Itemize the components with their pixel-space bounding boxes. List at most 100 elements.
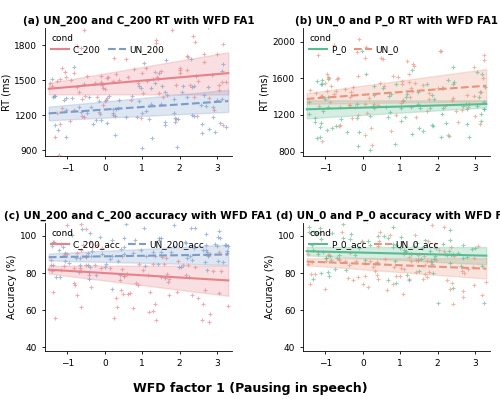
Point	[109, 112, 117, 118]
Point	[313, 78, 321, 85]
Point	[80, 81, 88, 88]
Point	[419, 276, 427, 282]
Point	[424, 238, 432, 244]
Point	[204, 24, 212, 30]
Point	[135, 98, 143, 104]
Point	[60, 69, 68, 75]
Point	[124, 291, 132, 297]
Legend: C_200, UN_200: C_200, UN_200	[50, 32, 166, 56]
Point	[458, 107, 466, 113]
Point	[215, 290, 223, 296]
Point	[374, 233, 382, 239]
Point	[152, 37, 160, 43]
Point	[118, 266, 126, 273]
Point	[72, 43, 80, 49]
Point	[54, 127, 62, 133]
Point	[73, 250, 81, 256]
Point	[183, 94, 191, 100]
Point	[356, 129, 364, 135]
Point	[425, 269, 433, 275]
Point	[61, 257, 69, 264]
Point	[334, 76, 342, 83]
Point	[340, 86, 348, 93]
Point	[78, 225, 86, 232]
Point	[200, 59, 207, 65]
Point	[154, 261, 162, 267]
Point	[354, 73, 362, 79]
Point	[347, 231, 355, 237]
Point	[126, 97, 134, 103]
Point	[386, 231, 394, 238]
Point	[318, 93, 326, 99]
Point	[137, 115, 145, 121]
Point	[76, 109, 84, 116]
Point	[414, 101, 422, 107]
Point	[56, 274, 64, 280]
Point	[120, 273, 128, 279]
Point	[200, 301, 207, 308]
Point	[336, 122, 344, 128]
Point	[100, 98, 108, 105]
Point	[346, 102, 354, 109]
Point	[420, 253, 428, 259]
Point	[97, 73, 105, 79]
Point	[214, 51, 222, 57]
Point	[332, 123, 340, 129]
Point	[191, 224, 199, 231]
Point	[322, 127, 330, 134]
Point	[403, 272, 411, 279]
Point	[112, 71, 120, 77]
Point	[56, 121, 64, 127]
Point	[108, 237, 116, 243]
Point	[354, 111, 362, 118]
Point	[458, 103, 466, 109]
Point	[405, 254, 413, 261]
Point	[142, 108, 150, 114]
Point	[317, 270, 325, 276]
Point	[97, 79, 105, 85]
Point	[47, 262, 55, 269]
Point	[446, 252, 454, 259]
Point	[407, 85, 415, 91]
Point	[450, 78, 458, 85]
Point	[154, 76, 162, 82]
Point	[332, 88, 340, 94]
Point	[139, 90, 147, 97]
Point	[78, 247, 86, 253]
Point	[398, 234, 406, 240]
Y-axis label: Accuracy (%): Accuracy (%)	[266, 255, 276, 319]
Point	[140, 225, 147, 231]
Point	[416, 125, 424, 131]
Point	[474, 103, 482, 109]
Point	[444, 77, 452, 83]
Point	[130, 66, 138, 73]
Point	[416, 105, 424, 111]
Point	[322, 258, 330, 265]
Point	[177, 264, 185, 271]
Point	[180, 262, 188, 269]
Point	[216, 120, 224, 126]
Point	[399, 97, 407, 103]
Point	[466, 134, 473, 140]
Point	[381, 256, 389, 262]
Point	[49, 94, 57, 100]
Point	[120, 251, 128, 257]
Point	[426, 247, 434, 254]
Point	[308, 259, 316, 265]
Point	[464, 266, 472, 272]
Point	[321, 285, 329, 292]
Point	[470, 255, 478, 261]
Point	[310, 229, 318, 235]
Point	[407, 258, 415, 265]
Point	[386, 109, 394, 115]
Point	[424, 96, 432, 103]
Point	[404, 276, 412, 282]
Point	[324, 76, 332, 82]
Point	[440, 241, 448, 247]
Point	[460, 270, 468, 277]
Point	[448, 301, 456, 308]
Point	[352, 115, 360, 121]
Point	[400, 247, 408, 253]
Point	[198, 316, 206, 323]
Point	[186, 225, 194, 231]
